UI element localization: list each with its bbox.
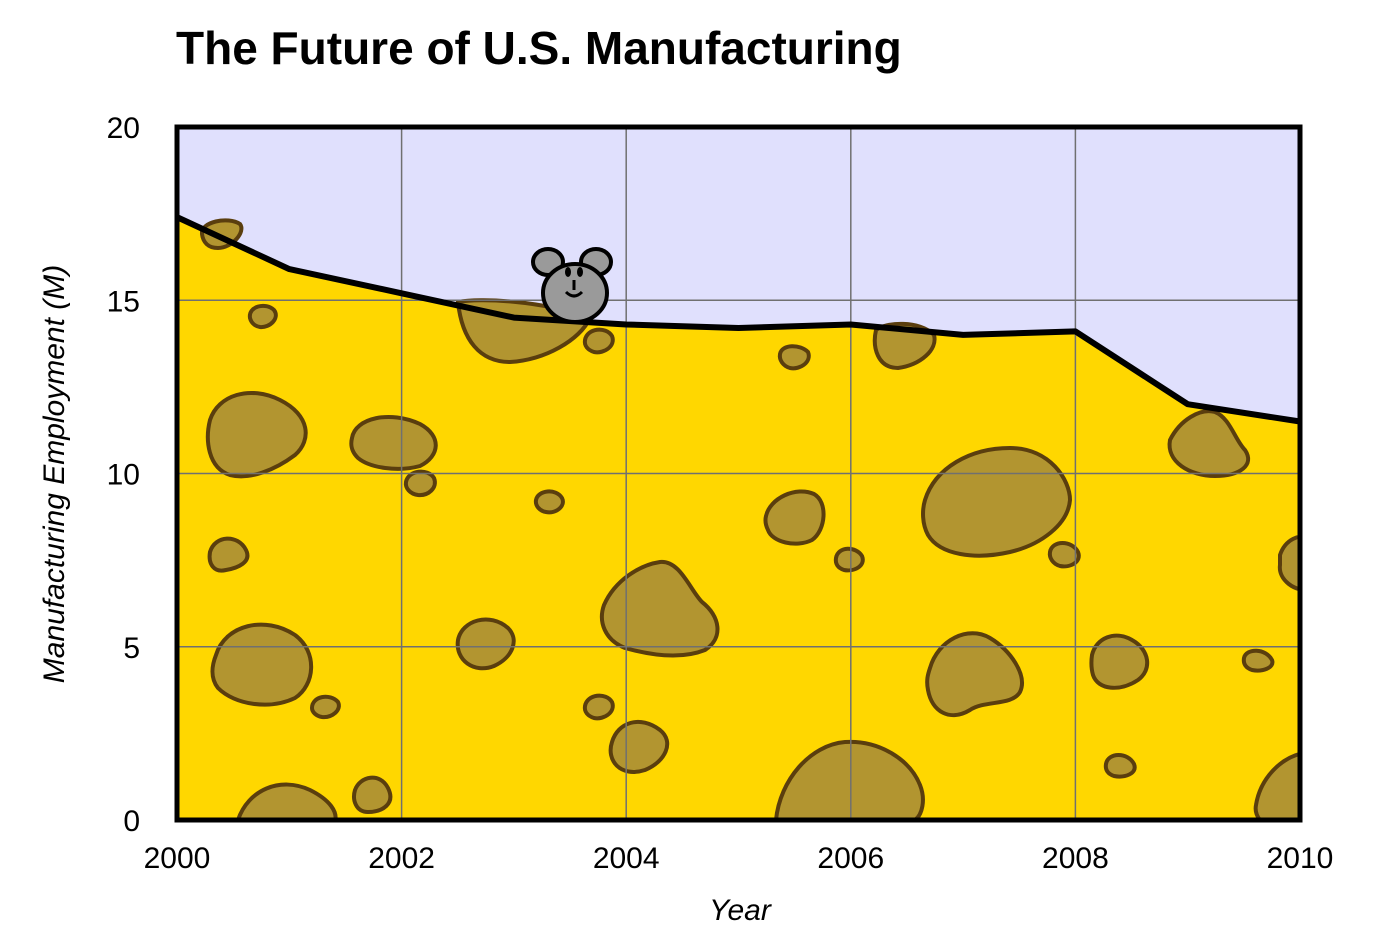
cheese-hole [309,694,341,720]
cheese-hole [235,782,338,820]
chart-title: The Future of U.S. Manufacturing [176,22,902,74]
x-tick-label: 2000 [144,842,211,875]
y-tick-label: 10 [107,459,140,492]
cheese-hole [1167,409,1251,479]
x-tick-label: 2002 [368,842,435,875]
mouse-icon [531,247,613,324]
cheese-hole [455,617,516,671]
cheese-hole [207,536,250,573]
x-tick-label: 2006 [817,842,884,875]
cheese-hole [777,344,811,371]
cheese-hole [533,489,565,515]
cheese-hole [352,775,393,815]
x-tick-label: 2008 [1042,842,1109,875]
cheese-hole [1277,535,1300,592]
y-tick-label: 5 [123,632,140,665]
cheese-hole [210,622,314,707]
cheese-hole [833,546,865,573]
cheese-hole [1241,648,1275,673]
cheese-hole [1089,633,1149,690]
cheese-hole [582,327,615,355]
cheese-hole [1047,541,1081,569]
cheese-holes [200,218,1300,820]
series-line [175,214,1301,425]
cheese-hole [599,559,720,658]
x-tick-label: 2010 [1267,842,1334,875]
cheese-hole [925,631,1024,718]
cheese-hole [1253,751,1300,820]
y-tick-label: 20 [107,112,140,145]
plot-frame [174,124,1303,823]
cheese-hole [608,720,670,774]
cheese-hole [403,469,437,498]
x-tick-label: 2004 [593,842,660,875]
cheese-hole [773,739,925,820]
cheese-hole [349,415,438,471]
cheese-hole [1103,753,1137,779]
cheese-hole [205,390,308,479]
x-axis-label: Year [709,894,772,927]
x-tick-labels: 2000 2002 2004 2006 2008 2010 [144,842,1334,875]
y-tick-label: 0 [123,805,140,838]
y-tick-labels: 0 5 10 15 20 [107,112,140,838]
y-axis-label: Manufacturing Employment (M) [38,265,71,683]
cheese-hole [247,303,278,330]
cheese-hole [921,445,1073,558]
cheese-hole [582,693,615,721]
cheese-hole [872,321,937,371]
cheese-hole [763,489,826,546]
y-tick-label: 15 [107,285,140,318]
